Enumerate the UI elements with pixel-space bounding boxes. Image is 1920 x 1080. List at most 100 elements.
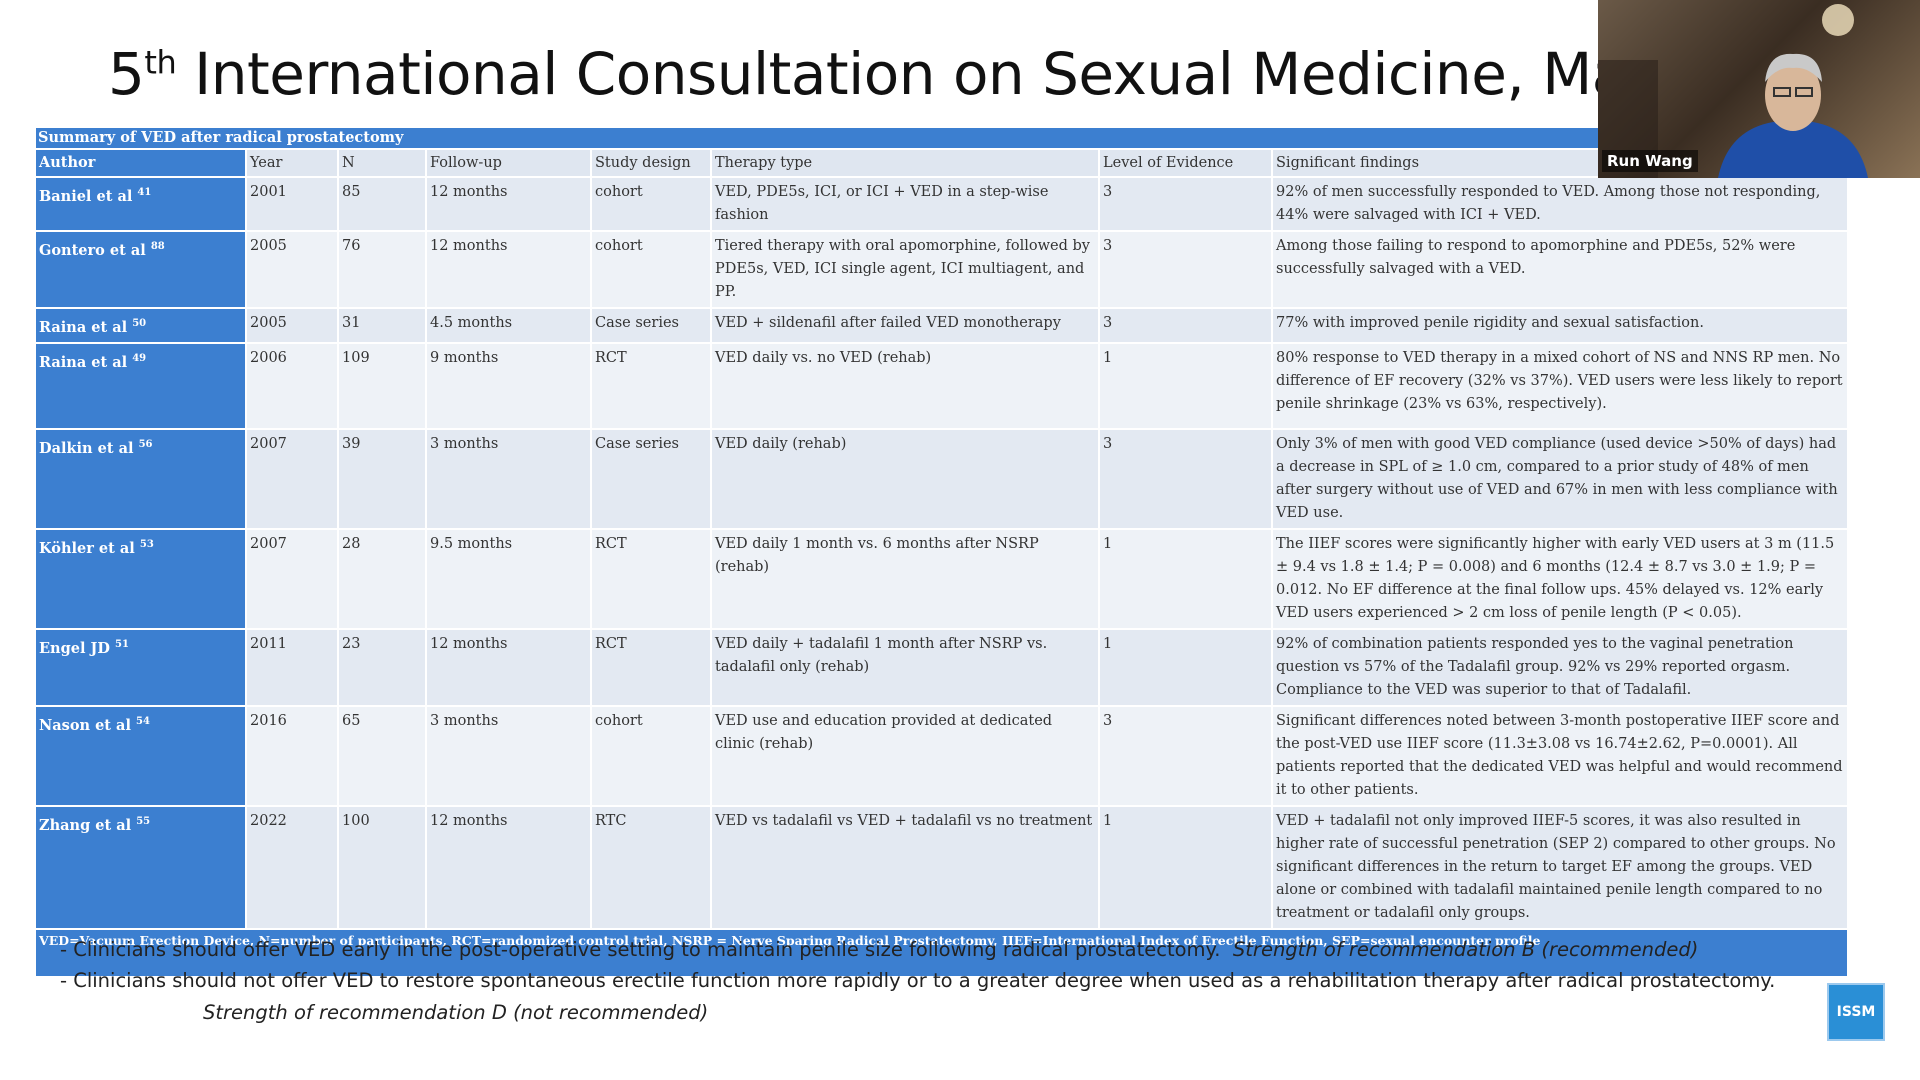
table-row: Raina et al 49 2006 109 9 months RCT VED dail… [34, 341, 1850, 430]
table-cell: 85 [337, 176, 427, 232]
author-cell: Dalkin et al 56 [34, 427, 247, 530]
author-name: Gontero et al [39, 241, 146, 259]
table-cell: 2005 [245, 307, 339, 344]
table-row: Gontero et al 88 2005 76 12 months cohort Tie… [34, 230, 1850, 309]
table-cell: 3 [1098, 704, 1273, 807]
author-cell: Köhler et al 53 [34, 527, 247, 630]
person-body [1718, 122, 1868, 178]
author-ref: 88 [150, 241, 165, 252]
table-cell: 100 [337, 804, 427, 930]
table-cell: cohort [590, 704, 712, 807]
table-cell: RTC [590, 804, 712, 930]
table-row: Dalkin et al 56 2007 39 3 months Case series… [34, 427, 1850, 530]
table-cell: 3 [1098, 230, 1273, 309]
table-cell: 2016 [245, 704, 339, 807]
author-ref: 41 [137, 187, 152, 198]
column-header: Author [34, 148, 247, 178]
author-cell: Raina et al 50 [34, 307, 247, 344]
table-cell: 3 [1098, 307, 1273, 344]
glasses [1795, 87, 1813, 97]
table-cell: 2022 [245, 804, 339, 930]
table-cell: 77% with improved penile rigidity and se… [1270, 307, 1850, 344]
table-cell: 2011 [245, 627, 339, 707]
table-cell: 2006 [245, 341, 339, 430]
table-cell: 2007 [245, 427, 339, 530]
author-ref: 54 [136, 715, 150, 727]
table-row: Zhang et al 55 2022 100 12 months RTC VED vs … [34, 804, 1850, 930]
video-thumbnail[interactable]: Run Wang [1598, 0, 1920, 178]
column-header: Year [245, 148, 339, 178]
footnote-row: VED=Vacuum Erection Device, N=number of … [33, 927, 1850, 978]
table-body: Summary of VED after radical prostatecto… [33, 126, 1850, 978]
column-header: Study design [590, 148, 712, 178]
bullet-strength: Strength of recommendation D (not recomm… [203, 1001, 709, 1024]
title-sup: th [144, 43, 177, 82]
table-cell: Only 3% of men with good VED compliance … [1270, 427, 1850, 530]
author-name: Zhang et al [39, 816, 132, 834]
author-ref: 55 [136, 815, 151, 827]
table-cell: Case series [590, 307, 712, 344]
table-row: Baniel et al 41 2001 85 12 months cohort VED,… [34, 176, 1850, 232]
table-cell: 92% of combination patients responded ye… [1270, 627, 1850, 707]
table-cell: 76 [337, 230, 427, 309]
slide-title: 5th International Consultation on Sexual… [108, 40, 1739, 108]
person-hair [1765, 53, 1822, 82]
table-cell: VED, PDE5s, ICI, or ICI + VED in a step-… [710, 176, 1100, 232]
table-cell: 1 [1098, 527, 1273, 630]
table-cell: 1 [1098, 627, 1273, 707]
author-name: Raina et al [39, 318, 128, 336]
table-cell: 65 [337, 704, 427, 807]
table-cell: 3 [1098, 176, 1273, 232]
table-row: Engel JD 51 2011 23 12 months RCT VED daily +… [34, 627, 1850, 707]
bullet-strength: Strength of recommendation B (recommende… [1232, 938, 1699, 961]
table-cell: 2001 [245, 176, 339, 232]
author-cell: Baniel et al 41 [34, 176, 247, 232]
table-cell: 12 months [425, 230, 592, 309]
bullet-text: - Clinicians should offer VED early in t… [60, 938, 1221, 961]
author-name: Köhler et al [39, 539, 135, 557]
author-ref: 49 [132, 352, 147, 364]
table-cell: 80% response to VED therapy in a mixed c… [1270, 341, 1850, 430]
table-cell: RCT [590, 527, 712, 630]
table-cell: Significant differences noted between 3-… [1270, 704, 1850, 807]
author-name: Baniel et al [39, 187, 133, 205]
table-cell: RCT [590, 341, 712, 430]
header-row: Author Year N Follow-up Study design Therapy … [34, 148, 1850, 178]
table-cell: 28 [337, 527, 427, 630]
table-cell: 3 [1098, 427, 1273, 530]
author-name: Nason et al [39, 716, 131, 734]
table-cell: 31 [337, 307, 427, 344]
table-cell: VED + tadalafil not only improved IIEF-5… [1270, 804, 1850, 930]
column-header: Therapy type [710, 148, 1100, 178]
table-cell: 2005 [245, 230, 339, 309]
participant-name: Run Wang [1602, 150, 1698, 172]
bullet: - Clinicians should not offer VED to res… [60, 969, 1775, 992]
author-cell: Raina et al 49 [34, 341, 247, 430]
table-cell: 1 [1098, 804, 1273, 930]
light [1822, 4, 1854, 36]
table-cell: 2007 [245, 527, 339, 630]
table-cell: 23 [337, 627, 427, 707]
column-header: Level of Evidence [1098, 148, 1273, 178]
issm-logo: ISSM [1827, 983, 1885, 1041]
table-cell: 12 months [425, 804, 592, 930]
author-ref: 51 [115, 638, 129, 650]
table-cell: 109 [337, 341, 427, 430]
table-cell: 3 months [425, 704, 592, 807]
evidence-table: Summary of VED after radical prostatecto… [33, 126, 1850, 978]
table-cell: cohort [590, 230, 712, 309]
table-cell: Among those failing to respond to apomor… [1270, 230, 1850, 309]
table-cell: VED daily (rehab) [710, 427, 1100, 530]
table-cell: 4.5 months [425, 307, 592, 344]
table-cell: 9.5 months [425, 527, 592, 630]
table-cell: VED daily + tadalafil 1 month after NSRP… [710, 627, 1100, 707]
table-cell: cohort [590, 176, 712, 232]
author-cell: Engel JD 51 [34, 627, 247, 707]
table-cell: 39 [337, 427, 427, 530]
table-cell: VED daily 1 month vs. 6 months after NSR… [710, 527, 1100, 630]
glasses [1773, 87, 1791, 97]
table-cell: The IIEF scores were significantly highe… [1270, 527, 1850, 630]
table-cell: 12 months [425, 176, 592, 232]
table-cell: 3 months [425, 427, 592, 530]
table-cell: VED vs tadalafil vs VED + tadalafil vs n… [710, 804, 1100, 930]
